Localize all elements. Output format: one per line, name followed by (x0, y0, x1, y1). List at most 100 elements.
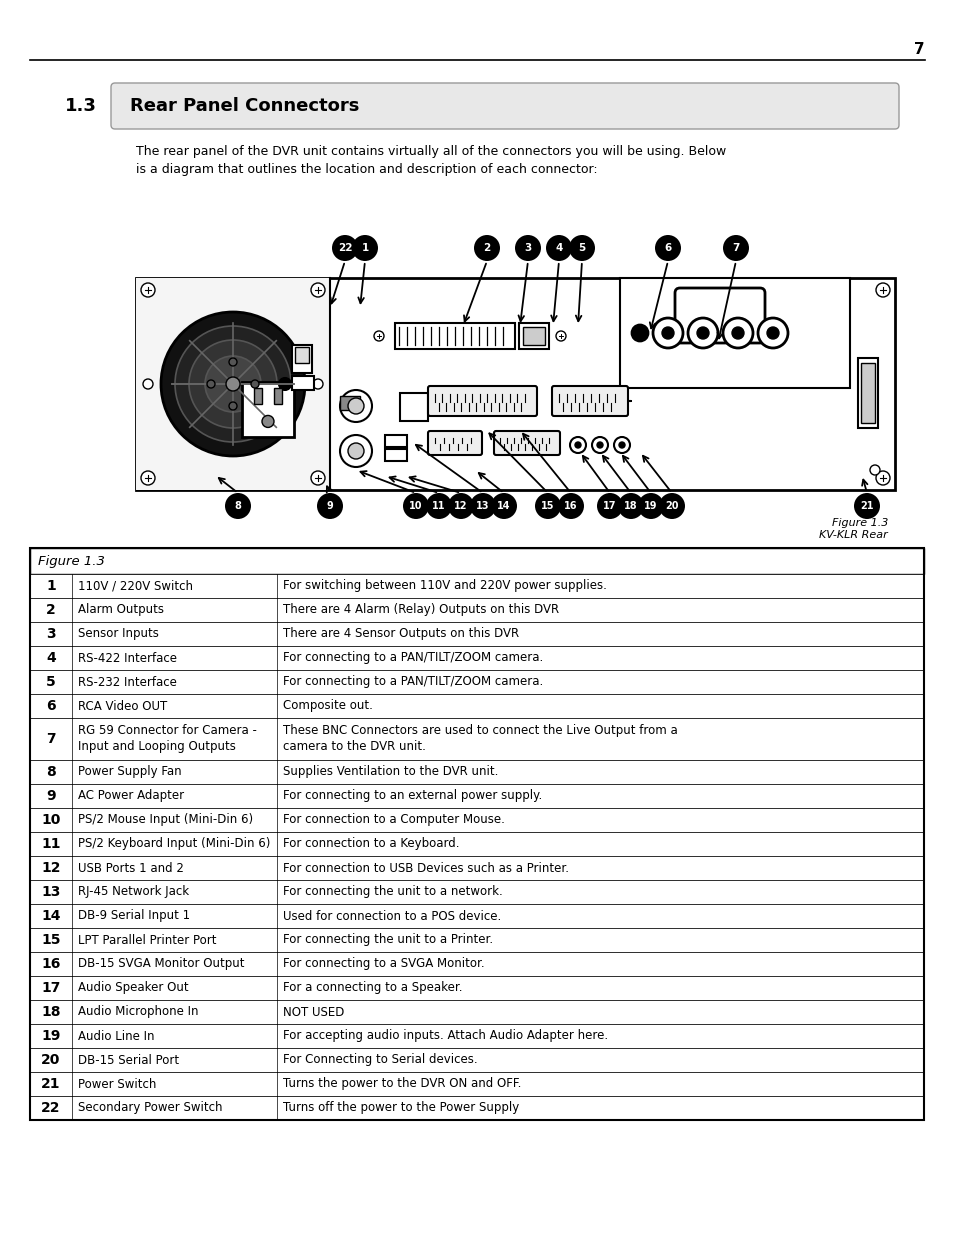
Circle shape (348, 398, 364, 414)
Bar (30, 1072, 923, 1095)
Text: 20: 20 (41, 1053, 61, 1067)
Bar (518, 324, 548, 350)
Text: 9: 9 (326, 501, 333, 511)
FancyBboxPatch shape (552, 387, 627, 416)
Bar (30, 881, 923, 904)
FancyBboxPatch shape (111, 83, 898, 128)
Text: Power Supply Fan: Power Supply Fan (78, 766, 181, 778)
Text: 17: 17 (41, 981, 61, 995)
Circle shape (655, 235, 680, 261)
Text: 7: 7 (46, 732, 56, 746)
Text: For Connecting to Serial devices.: For Connecting to Serial devices. (283, 1053, 477, 1067)
Text: There are 4 Sensor Outputs on this DVR: There are 4 Sensor Outputs on this DVR (283, 627, 518, 641)
Circle shape (875, 283, 889, 296)
Circle shape (569, 437, 585, 453)
Text: RS-232 Interface: RS-232 Interface (78, 676, 176, 688)
Text: 14: 14 (497, 501, 510, 511)
Text: For accepting audio inputs. Attach Audio Adapter here.: For accepting audio inputs. Attach Audio… (283, 1030, 607, 1042)
Text: 110V / 220V Switch: 110V / 220V Switch (78, 579, 193, 593)
Text: AC Power Adapter: AC Power Adapter (78, 789, 184, 803)
Circle shape (697, 327, 708, 338)
Circle shape (575, 442, 580, 448)
Text: DB-15 Serial Port: DB-15 Serial Port (78, 1053, 179, 1067)
Circle shape (592, 437, 607, 453)
Bar (253, 389, 262, 404)
Circle shape (758, 317, 787, 348)
Text: For connecting to a PAN/TILT/ZOOM camera.: For connecting to a PAN/TILT/ZOOM camera… (283, 652, 542, 664)
Text: For connection to a Keyboard.: For connection to a Keyboard. (283, 837, 459, 851)
Bar (385, 450, 407, 461)
Bar (292, 345, 312, 373)
Bar (292, 375, 314, 389)
Text: RCA Video OUT: RCA Video OUT (78, 699, 167, 713)
Text: 19: 19 (643, 501, 657, 511)
Circle shape (618, 493, 643, 519)
Circle shape (229, 403, 236, 410)
Bar (30, 927, 923, 952)
Text: 3: 3 (524, 243, 531, 253)
Text: 10: 10 (41, 813, 61, 827)
Circle shape (311, 283, 325, 296)
Text: USB Ports 1 and 2: USB Ports 1 and 2 (78, 862, 184, 874)
Text: Audio Line In: Audio Line In (78, 1030, 154, 1042)
Text: Rear Panel Connectors: Rear Panel Connectors (130, 98, 359, 115)
Bar (136, 278, 330, 490)
Bar (30, 976, 923, 1000)
Text: 16: 16 (41, 957, 61, 971)
Circle shape (339, 390, 372, 422)
Text: 6: 6 (663, 243, 671, 253)
Circle shape (875, 471, 889, 485)
Circle shape (766, 327, 779, 338)
Circle shape (659, 493, 684, 519)
Text: Figure 1.3: Figure 1.3 (831, 517, 887, 529)
Circle shape (339, 435, 372, 467)
Bar (30, 832, 923, 856)
Text: 12: 12 (41, 861, 61, 876)
Bar (395, 324, 515, 350)
Text: Alarm Outputs: Alarm Outputs (78, 604, 164, 616)
Text: DB-9 Serial Input 1: DB-9 Serial Input 1 (78, 909, 190, 923)
Text: 3: 3 (46, 627, 56, 641)
Text: Turns the power to the DVR ON and OFF.: Turns the power to the DVR ON and OFF. (283, 1077, 521, 1091)
Text: RS-422 Interface: RS-422 Interface (78, 652, 177, 664)
Text: 13: 13 (476, 501, 489, 511)
Circle shape (731, 327, 743, 338)
Text: Audio Microphone In: Audio Microphone In (78, 1005, 198, 1019)
Circle shape (402, 493, 429, 519)
Bar (30, 1024, 923, 1049)
Circle shape (614, 437, 629, 453)
Bar (136, 278, 894, 490)
Circle shape (474, 235, 499, 261)
Text: These BNC Connectors are used to connect the Live Output from a: These BNC Connectors are used to connect… (283, 724, 677, 737)
Text: 7: 7 (732, 243, 739, 253)
Text: 5: 5 (578, 243, 585, 253)
Text: 4: 4 (46, 651, 56, 664)
FancyBboxPatch shape (428, 431, 481, 454)
Text: Composite out.: Composite out. (283, 699, 373, 713)
Text: For connecting to a PAN/TILT/ZOOM camera.: For connecting to a PAN/TILT/ZOOM camera… (283, 676, 542, 688)
Bar (339, 396, 359, 410)
Bar (30, 1000, 923, 1024)
Circle shape (352, 235, 377, 261)
Text: 1.3: 1.3 (65, 98, 97, 115)
Circle shape (143, 379, 152, 389)
Text: RG 59 Connector for Camera -: RG 59 Connector for Camera - (78, 724, 256, 737)
Text: Secondary Power Switch: Secondary Power Switch (78, 1102, 222, 1114)
Circle shape (618, 442, 624, 448)
Bar (619, 278, 849, 388)
Circle shape (631, 325, 647, 341)
Circle shape (869, 466, 879, 475)
Bar (30, 952, 923, 976)
Text: RJ-45 Network Jack: RJ-45 Network Jack (78, 885, 189, 899)
Text: 6: 6 (46, 699, 56, 713)
Text: 21: 21 (41, 1077, 61, 1091)
Text: 15: 15 (41, 932, 61, 947)
Bar (30, 856, 923, 881)
Text: For connecting the unit to a Printer.: For connecting the unit to a Printer. (283, 934, 493, 946)
Bar (385, 435, 407, 447)
Circle shape (207, 380, 214, 388)
Circle shape (225, 493, 251, 519)
Bar (30, 718, 923, 760)
Text: For connecting the unit to a network.: For connecting the unit to a network. (283, 885, 502, 899)
Bar (30, 694, 923, 718)
